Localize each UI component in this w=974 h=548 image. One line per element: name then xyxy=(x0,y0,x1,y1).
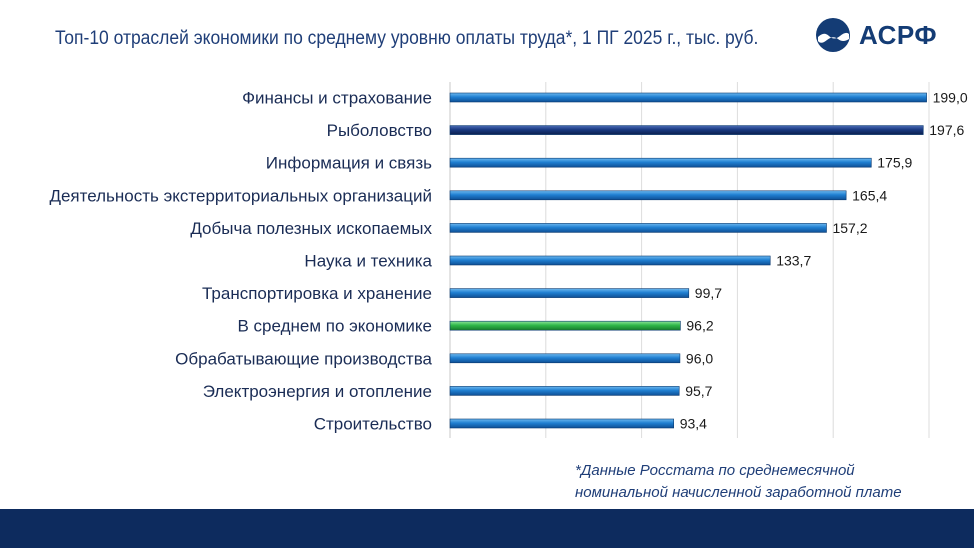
bar xyxy=(449,190,847,201)
logo: АСРФ xyxy=(815,16,937,54)
category-label: В среднем по экономике xyxy=(237,317,432,336)
footnote-line-2: номинальной начисленной заработной плате xyxy=(575,484,902,501)
category-label: Транспортировка и хранение xyxy=(202,284,432,303)
value-label: 96,0 xyxy=(686,350,713,366)
category-label: Наука и техника xyxy=(304,252,432,271)
value-label: 99,7 xyxy=(695,285,722,301)
value-label: 199,0 xyxy=(933,90,968,106)
footer-band xyxy=(0,509,974,548)
bar xyxy=(449,386,680,396)
footnote: *Данные Росстата по среднемесячной номин… xyxy=(575,460,915,504)
bar xyxy=(449,125,924,135)
category-label: Информация и связь xyxy=(266,154,432,173)
value-label: 197,6 xyxy=(929,122,964,138)
category-label: Добыча полезных ископаемых xyxy=(190,219,432,238)
value-label: 93,4 xyxy=(680,416,707,432)
logo-text: АСРФ xyxy=(859,19,938,50)
bar xyxy=(449,157,872,168)
bar xyxy=(449,320,681,331)
wave-circle-icon xyxy=(816,18,850,52)
footnote-line-1: *Данные Росстата по среднемесячной xyxy=(575,462,855,479)
value-label: 96,2 xyxy=(686,318,713,334)
value-label: 175,9 xyxy=(877,155,912,171)
category-label: Электроэнергия и отопление xyxy=(203,382,432,401)
value-label: 133,7 xyxy=(776,253,811,269)
value-label: 157,2 xyxy=(832,220,867,236)
bar xyxy=(449,418,674,429)
bar xyxy=(449,92,927,103)
category-label: Финансы и страхование xyxy=(242,89,432,108)
category-label: Рыболовство xyxy=(327,121,432,140)
bars: Финансы и страхование 199,0 Рыболовство 197… xyxy=(49,89,967,434)
chart-title: Топ-10 отраслей экономики по среднему ур… xyxy=(55,28,759,49)
category-label: Обрабатывающие производства xyxy=(175,349,432,368)
bar xyxy=(449,223,827,233)
value-label: 95,7 xyxy=(685,383,712,399)
bar xyxy=(449,288,690,298)
category-label: Строительство xyxy=(314,415,432,434)
bar xyxy=(449,255,771,266)
value-label: 165,4 xyxy=(852,187,887,203)
category-label: Деятельность экстерриториальных организа… xyxy=(49,186,432,205)
bar xyxy=(449,353,681,364)
